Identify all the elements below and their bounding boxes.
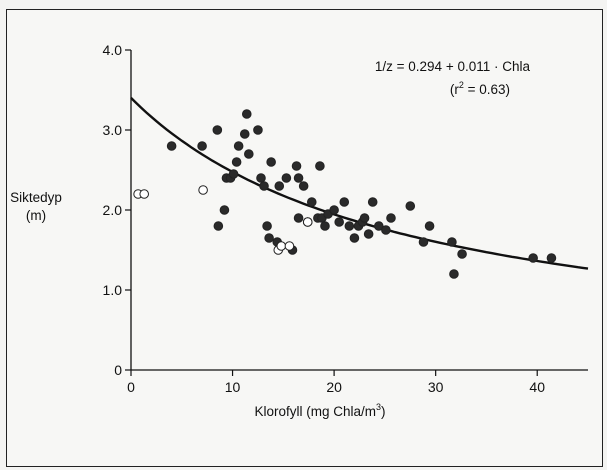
data-point-filled: [291, 161, 302, 171]
data-point-open: [139, 189, 150, 199]
data-point-filled: [424, 221, 435, 231]
data-point-open: [284, 241, 295, 251]
data-point-filled: [457, 249, 467, 259]
data-point-filled: [306, 197, 317, 207]
x-axis-label-close: ): [381, 404, 386, 419]
data-point-filled: [386, 213, 396, 223]
data-point-open: [302, 217, 313, 227]
data-point-filled: [213, 221, 224, 231]
y-tick-label: 2.0: [103, 202, 123, 218]
data-point-filled: [212, 125, 223, 135]
data-point-filled: [219, 205, 230, 215]
x-axis-label-exponent: 3: [376, 402, 382, 412]
data-point-filled: [293, 213, 304, 223]
data-point-filled: [239, 129, 250, 139]
r-squared-exponent: 2: [458, 80, 464, 90]
y-axis-label-line1: Siktedyp: [10, 190, 62, 205]
data-point-filled: [262, 221, 272, 231]
x-tick-label: 40: [529, 379, 545, 395]
data-point-filled: [241, 109, 252, 119]
data-point-filled: [166, 141, 177, 151]
data-point-open: [198, 185, 208, 195]
data-point-filled: [329, 205, 339, 215]
data-point-filled: [274, 181, 285, 191]
data-point-filled: [293, 173, 304, 183]
data-point-filled: [264, 233, 274, 243]
data-point-filled: [546, 253, 557, 263]
r-squared-prefix: (r: [449, 82, 459, 97]
data-point-filled: [281, 173, 292, 183]
data-point-filled: [298, 181, 309, 191]
data-point-filled: [320, 221, 330, 231]
regression-curve: [130, 97, 589, 270]
data-point-filled: [233, 141, 244, 151]
r-squared-value: = 0.63): [463, 82, 510, 97]
x-tick-label: 30: [428, 379, 444, 395]
y-tick-label: 4.0: [103, 42, 123, 58]
chart-frame: [6, 9, 603, 467]
x-tick-label: 20: [326, 379, 342, 395]
data-point-filled: [405, 201, 416, 211]
data-point-filled: [256, 173, 266, 183]
data-point-filled: [381, 225, 391, 235]
data-point-filled: [259, 181, 269, 191]
data-point-filled: [344, 221, 355, 231]
y-tick-label: 3.0: [103, 122, 123, 138]
data-point-filled: [231, 157, 242, 167]
data-point-filled: [334, 217, 344, 227]
data-point-open: [276, 241, 287, 251]
data-point-filled: [367, 197, 378, 207]
data-point-filled: [228, 169, 239, 179]
r-squared-label: (r2 = 0.63): [340, 80, 510, 97]
data-point-filled: [449, 269, 459, 279]
regression-equation: 1/z = 0.294 + 0.011 · Chla: [374, 59, 530, 74]
data-point-filled: [266, 157, 276, 167]
y-tick-label: 0: [114, 362, 122, 378]
data-point-filled: [244, 149, 254, 159]
x-axis-label: Klorofyll (mg Chla/m3): [200, 402, 440, 419]
x-tick-label: 10: [225, 379, 241, 395]
y-axis-label: Siktedyp (m): [6, 189, 66, 225]
data-point-filled: [363, 229, 374, 239]
data-point-filled: [418, 237, 429, 247]
data-point-filled: [373, 221, 384, 231]
data-point-filled: [315, 161, 325, 171]
data-point-filled: [339, 197, 350, 207]
x-tick-label: 0: [127, 379, 135, 395]
data-point-filled: [359, 213, 370, 223]
data-point-filled: [197, 141, 207, 151]
data-point-filled: [349, 233, 360, 243]
y-tick-label: 1.0: [103, 282, 123, 298]
y-axis-label-line2: (m): [25, 208, 47, 223]
data-point-filled: [447, 237, 457, 247]
data-point-filled: [528, 253, 538, 263]
x-axis-label-text: Klorofyll (mg Chla/m: [254, 404, 376, 419]
data-point-filled: [253, 125, 263, 135]
